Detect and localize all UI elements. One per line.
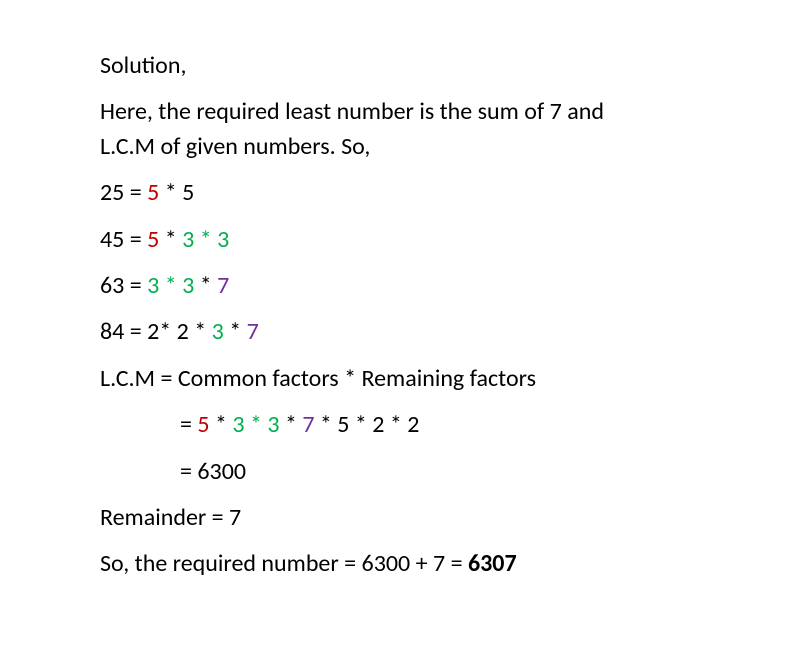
lcm-expr-prefix: = (180, 410, 197, 439)
factorization-row: 84 = 2* 2 * 3 * 7 (100, 316, 730, 348)
factor-part: * (159, 225, 182, 254)
factor-part: * 5 (159, 178, 194, 207)
remainder-line: Remainder = 7 (100, 502, 730, 534)
factorization-lhs: 63 = (100, 271, 147, 300)
factor-part: 3 * 3 (147, 271, 194, 300)
factor-part: 5 (147, 178, 159, 207)
factorization-block: 25 = 5 * 545 = 5 * 3 * 363 = 3 * 3 * 784… (100, 177, 730, 349)
factorization-lhs: 25 = (100, 178, 147, 207)
lcm-expr-part: * 5 * 2 * 2 (315, 410, 420, 439)
lcm-expr-part: * (210, 410, 233, 439)
factor-part: 2* 2 * (147, 317, 212, 346)
intro-line-1: Here, the required least number is the s… (100, 96, 730, 128)
lcm-expr-part: 7 (302, 410, 314, 439)
lcm-value: = 6300 (100, 456, 730, 488)
intro-line-2: L.C.M of given numbers. So, (100, 131, 730, 163)
factorization-lhs: 84 = (100, 317, 147, 346)
lcm-formula-label: L.C.M = Common factors * Remaining facto… (100, 363, 730, 395)
factorization-row: 63 = 3 * 3 * 7 (100, 270, 730, 302)
lcm-expr-part: 3 * 3 (232, 410, 279, 439)
factor-part: 3 (212, 317, 224, 346)
final-prefix: So, the required number = 6300 + 7 = (100, 549, 468, 578)
heading: Solution, (100, 50, 730, 82)
factor-part: 3 * 3 (182, 225, 229, 254)
factor-part: 5 (147, 225, 159, 254)
lcm-expr-part: 5 (197, 410, 209, 439)
lcm-expression: = 5 * 3 * 3 * 7 * 5 * 2 * 2 (100, 409, 730, 441)
final-answer: 6307 (468, 549, 517, 578)
factor-part: 7 (217, 271, 229, 300)
final-answer-line: So, the required number = 6300 + 7 = 630… (100, 548, 730, 580)
factorization-lhs: 45 = (100, 225, 147, 254)
factor-part: * (224, 317, 247, 346)
lcm-expr-part: * (280, 410, 303, 439)
factor-part: 7 (247, 317, 259, 346)
factorization-row: 25 = 5 * 5 (100, 177, 730, 209)
solution-page: Solution, Here, the required least numbe… (0, 0, 800, 635)
factor-part: * (194, 271, 217, 300)
factorization-row: 45 = 5 * 3 * 3 (100, 224, 730, 256)
